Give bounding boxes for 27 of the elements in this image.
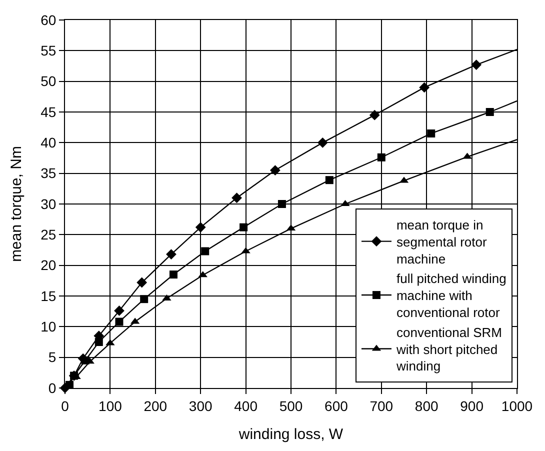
x-tick-label: 700	[370, 398, 394, 414]
y-tick-label: 40	[40, 134, 56, 151]
x-tick-label: 1000	[501, 398, 533, 414]
y-tick-label: 50	[40, 73, 56, 90]
y-tick-label: 60	[40, 12, 56, 28]
y-tick-label: 35	[40, 165, 56, 182]
x-tick-label: 100	[98, 398, 122, 414]
x-tick-label: 900	[460, 398, 484, 414]
x-tick-label: 0	[61, 398, 70, 414]
y-tick-label: 5	[48, 349, 56, 366]
x-tick-label: 600	[324, 398, 348, 414]
y-axis-title: mean torque, Nm	[8, 146, 25, 262]
x-tick-label: 200	[144, 398, 168, 414]
y-tick-label: 0	[48, 380, 56, 396]
y-tick-label: 55	[40, 42, 56, 59]
y-tick-label: 20	[40, 257, 56, 274]
y-tick-label: 15	[40, 288, 56, 304]
y-tick-label: 30	[40, 196, 56, 212]
y-tick-label: 10	[40, 318, 56, 335]
x-tick-label: 500	[279, 398, 303, 414]
x-tick-label: 800	[414, 398, 438, 414]
legend-label: conventional SRM with short pitched winding	[395, 324, 502, 374]
x-axis-title: winding loss, W	[238, 426, 344, 443]
x-tick-label: 400	[234, 398, 258, 414]
y-tick-label: 45	[40, 104, 56, 120]
y-tick-label: 25	[40, 226, 56, 243]
x-tick-label: 300	[188, 398, 212, 414]
